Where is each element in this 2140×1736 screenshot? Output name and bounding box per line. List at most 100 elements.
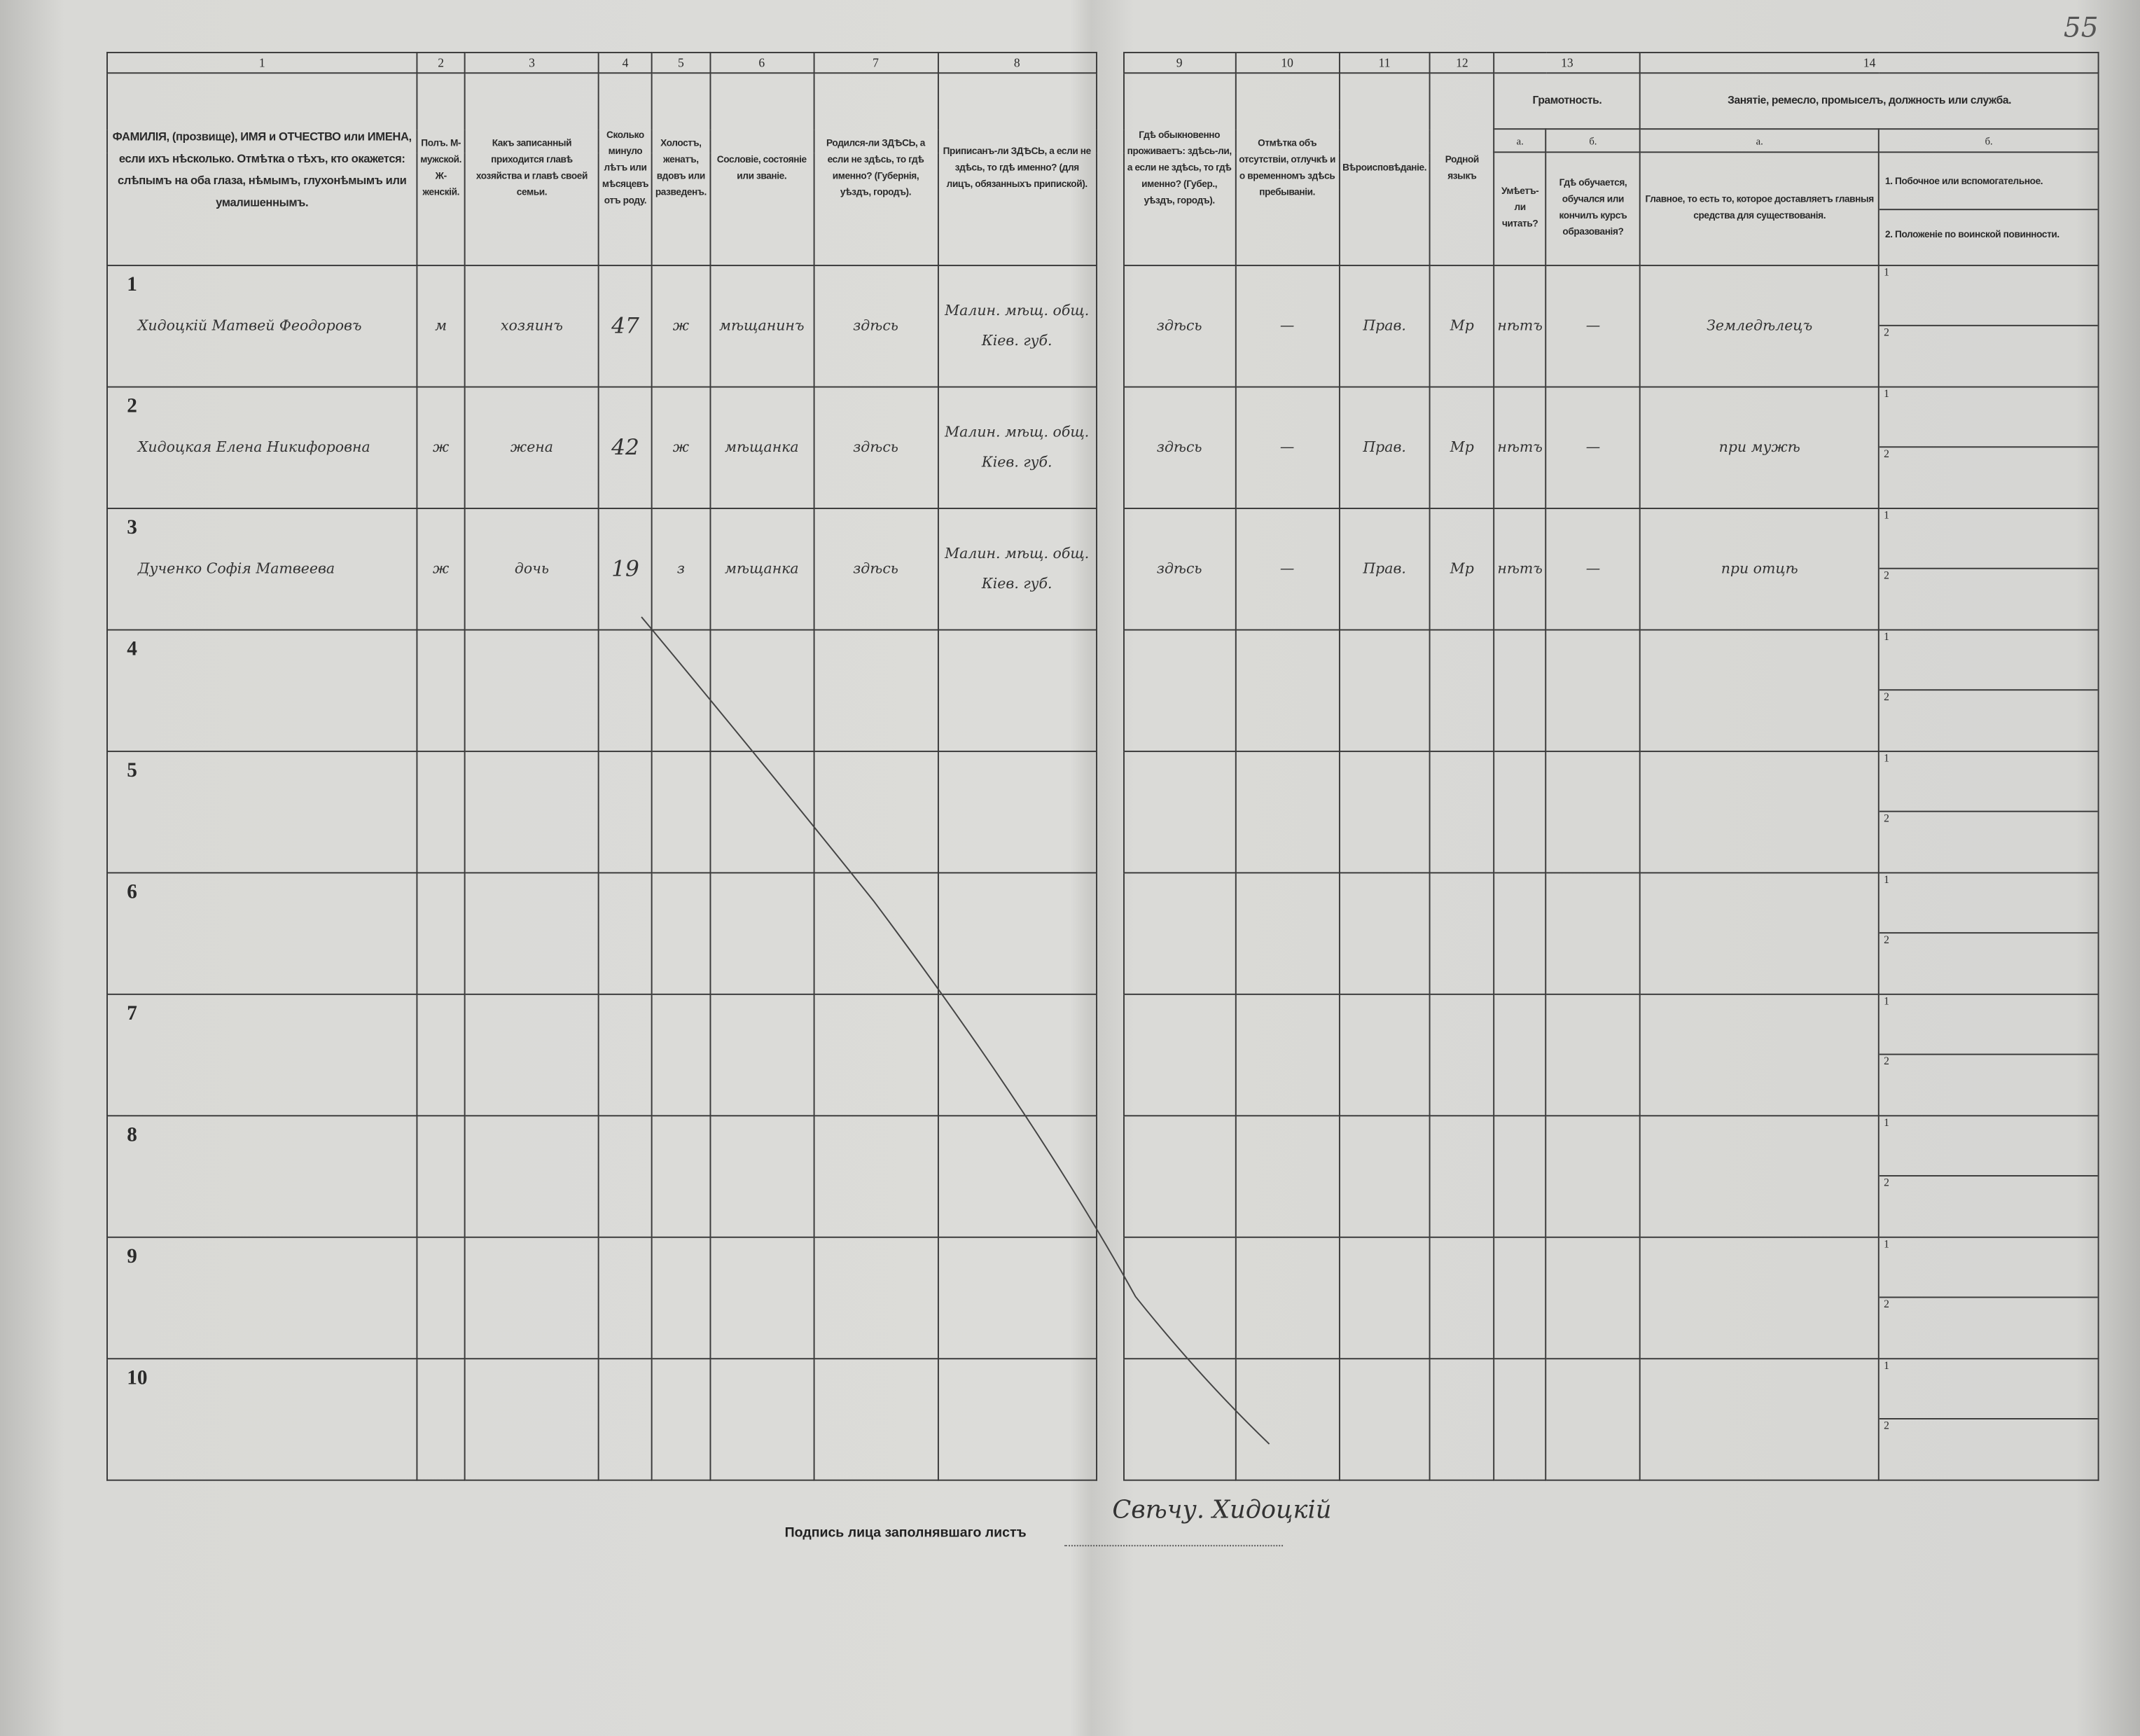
signature-line bbox=[1064, 1545, 1284, 1547]
cell-education bbox=[1545, 993, 1641, 1117]
column-number: 3 bbox=[464, 52, 599, 74]
cell-relation bbox=[464, 629, 599, 752]
header-literacy-b-label: б. bbox=[1545, 128, 1641, 153]
row-number: 1 bbox=[127, 274, 137, 296]
military-status-slot: 2 bbox=[1884, 1298, 1889, 1311]
cell-estate bbox=[709, 750, 814, 874]
cell-can-read bbox=[1493, 1358, 1547, 1481]
cell-sex: м bbox=[416, 265, 466, 388]
census-form-table: 1 2 3 4 5 6 7 8 9 10 11 12 13 14 ФАМИЛІЯ, (прозвище),… bbox=[106, 52, 2100, 1481]
cell-marital-status bbox=[651, 872, 711, 995]
military-status-slot: 2 bbox=[1884, 447, 1889, 460]
cell-age bbox=[597, 993, 653, 1117]
cell-age bbox=[597, 629, 653, 752]
cell-sex: ж bbox=[416, 508, 466, 631]
fold-gap bbox=[1095, 994, 1125, 1116]
cell-registered bbox=[937, 750, 1097, 874]
cell-residence: здѣсь bbox=[1123, 386, 1237, 509]
cell-estate: мѣщанка bbox=[709, 386, 814, 509]
military-status-slot: 2 bbox=[1884, 933, 1889, 946]
cell-estate bbox=[709, 993, 814, 1117]
cell-estate: мѣщанка bbox=[709, 508, 814, 631]
fold-gap bbox=[1095, 1237, 1125, 1359]
cell-name: 3 Дученко Софія Матвеева bbox=[106, 508, 418, 631]
header-relation: Какъ записанный приходится главѣ хозяйст… bbox=[464, 72, 599, 267]
cell-marital-status: ж bbox=[651, 265, 711, 388]
cell-name: 1 Хидоцкій Матвей Феодоровъ bbox=[106, 265, 418, 388]
cell-sex bbox=[416, 750, 466, 874]
cell-occupation bbox=[1639, 1358, 1880, 1481]
cell-sex: ж bbox=[416, 386, 466, 509]
fold-gap bbox=[1095, 1116, 1125, 1237]
row-number: 2 bbox=[127, 396, 137, 418]
fold-gap bbox=[1095, 53, 1125, 74]
cell-sex bbox=[416, 1236, 466, 1360]
cell-occupation: при отцѣ bbox=[1639, 508, 1880, 631]
cell-registered bbox=[937, 629, 1097, 752]
header-secondary-occupation: 1. Побочное или вспомогательное. bbox=[1880, 155, 2098, 211]
cell-registered bbox=[937, 872, 1097, 995]
cell-relation bbox=[464, 872, 599, 995]
signature-handwriting: Свѣчу. Хидоцкій bbox=[1112, 1496, 1332, 1525]
cell-education: — bbox=[1545, 508, 1641, 631]
cell-relation: жена bbox=[464, 386, 599, 509]
cell-birthplace: здѣсь bbox=[812, 508, 939, 631]
secondary-occupation-slot: 1 bbox=[1880, 1239, 2098, 1298]
cell-residence bbox=[1123, 1115, 1237, 1238]
table-row: 2 Хидоцкая Елена Никифоровна ж жена 42 ж мѣщан… bbox=[106, 386, 2100, 509]
cell-name: 4 bbox=[106, 629, 418, 752]
cell-absence bbox=[1235, 1358, 1340, 1481]
cell-can-read bbox=[1493, 872, 1547, 995]
column-number: 1 bbox=[106, 52, 418, 74]
cell-occupation bbox=[1639, 629, 1880, 752]
row-number: 4 bbox=[127, 639, 137, 661]
cell-birthplace bbox=[812, 1115, 939, 1238]
secondary-occupation-slot: 1 bbox=[1880, 874, 2098, 934]
row-number: 3 bbox=[127, 517, 137, 539]
header-name: ФАМИЛІЯ, (прозвище), ИМЯ и ОТЧЕСТВО или … bbox=[106, 72, 418, 267]
header-residence: Гдѣ обыкновенно проживаетъ: здѣсь-ли, а … bbox=[1123, 72, 1237, 267]
header-occupation-a-label: а. bbox=[1639, 128, 1880, 153]
secondary-occupation-slot: 1 bbox=[1880, 1117, 2098, 1177]
fold-gap bbox=[1095, 73, 1125, 266]
cell-can-read bbox=[1493, 1115, 1547, 1238]
header-occupation-b-label: б. bbox=[1878, 128, 2100, 153]
military-status-slot: 2 bbox=[1884, 326, 1889, 339]
cell-residence bbox=[1123, 750, 1237, 874]
column-number: 6 bbox=[709, 52, 814, 74]
cell-language: Мр bbox=[1429, 386, 1495, 509]
column-number-row: 1 2 3 4 5 6 7 8 9 10 11 12 13 14 bbox=[106, 52, 2100, 74]
cell-estate bbox=[709, 1358, 814, 1481]
cell-absence bbox=[1235, 1115, 1340, 1238]
column-number: 12 bbox=[1429, 52, 1495, 74]
cell-registered bbox=[937, 993, 1097, 1117]
cell-education bbox=[1545, 1358, 1641, 1481]
cell-occupation bbox=[1639, 1115, 1880, 1238]
cell-occupation: при мужѣ bbox=[1639, 386, 1880, 509]
cell-education: — bbox=[1545, 386, 1641, 509]
cell-registered: Малин. мѣщ. общ. Кіев. губ. bbox=[937, 265, 1097, 388]
fold-gap bbox=[1095, 265, 1125, 387]
cell-marital-status bbox=[651, 1236, 711, 1360]
cell-language bbox=[1429, 750, 1495, 874]
cell-relation: дочь bbox=[464, 508, 599, 631]
cell-estate bbox=[709, 629, 814, 752]
cell-marital-status bbox=[651, 750, 711, 874]
cell-absence: — bbox=[1235, 386, 1340, 509]
cell-registered: Малин. мѣщ. общ. Кіев. губ. bbox=[937, 508, 1097, 631]
row-number: 9 bbox=[127, 1246, 137, 1268]
header-military-status: 2. Положеніе по воинской повинности. bbox=[1885, 230, 2059, 241]
cell-education bbox=[1545, 629, 1641, 752]
cell-can-read: нѣтъ bbox=[1493, 386, 1547, 509]
fold-gap bbox=[1095, 387, 1125, 509]
